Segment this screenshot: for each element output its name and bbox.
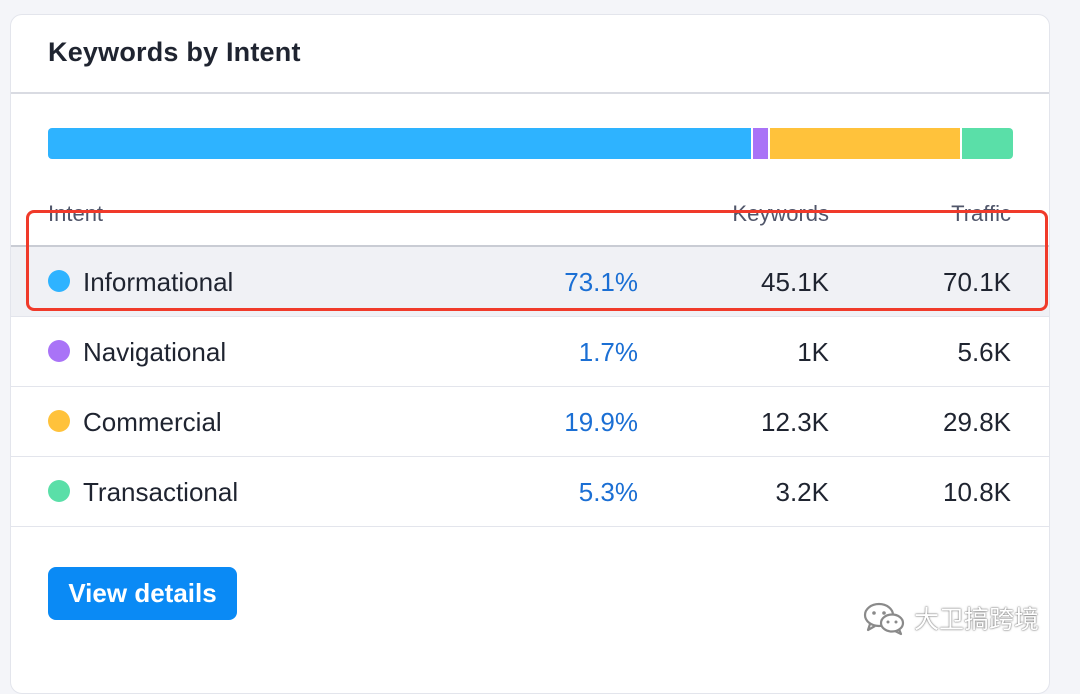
intent-percent-link[interactable]: 5.3% (578, 477, 638, 507)
intent-column-header: Intent (48, 201, 104, 226)
keywords-count: 45.1K (761, 267, 829, 297)
keywords-count: 1K (797, 337, 829, 367)
table-header: Intent Keywords Traffic (11, 201, 1049, 245)
intent-percent-link[interactable]: 19.9% (564, 407, 638, 437)
intent-bar-segment-commercial (769, 128, 962, 159)
view-details-button[interactable]: View details (48, 567, 237, 620)
traffic-count: 5.6K (957, 337, 1012, 367)
intent-label: Informational (83, 267, 234, 297)
traffic-column-header: Traffic (951, 201, 1011, 226)
keywords-by-intent-card: Keywords by Intent Intent Keywords Traff… (10, 14, 1050, 694)
commercial-dot-icon (48, 410, 70, 432)
intent-label: Navigational (83, 337, 227, 367)
table-row-navigational[interactable]: Navigational 1.7% 1K 5.6K (11, 317, 1049, 387)
card-title: Keywords by Intent (48, 37, 301, 67)
table-row-transactional[interactable]: Transactional 5.3% 3.2K 10.8K (11, 457, 1049, 527)
intent-label: Transactional (83, 477, 239, 507)
traffic-count: 29.8K (943, 407, 1011, 437)
intent-percent-link[interactable]: 1.7% (578, 337, 638, 367)
watermark: 大卫搞跨境 (862, 598, 1039, 638)
traffic-count: 10.8K (943, 477, 1011, 507)
keywords-count: 3.2K (775, 477, 830, 507)
title-divider (11, 92, 1049, 94)
intent-label: Commercial (83, 407, 222, 437)
intent-bar-segment-navigational (753, 128, 770, 159)
transactional-dot-icon (48, 480, 70, 502)
traffic-count: 70.1K (943, 267, 1011, 297)
wechat-icon (863, 602, 905, 636)
watermark-text: 大卫搞跨境 (914, 605, 1040, 634)
header-divider (11, 245, 1049, 247)
navigational-dot-icon (48, 340, 70, 362)
table-row-informational[interactable]: Informational 73.1% 45.1K 70.1K (11, 247, 1049, 317)
keywords-column-header: Keywords (732, 201, 829, 226)
intent-percent-link[interactable]: 73.1% (564, 267, 638, 297)
informational-dot-icon (48, 270, 70, 292)
intent-distribution-bar (48, 128, 1013, 159)
keywords-count: 12.3K (761, 407, 829, 437)
table-row-commercial[interactable]: Commercial 19.9% 12.3K 29.8K (11, 387, 1049, 457)
intent-bar-segment-transactional (961, 128, 1013, 159)
intent-bar-segment-informational (48, 128, 754, 159)
